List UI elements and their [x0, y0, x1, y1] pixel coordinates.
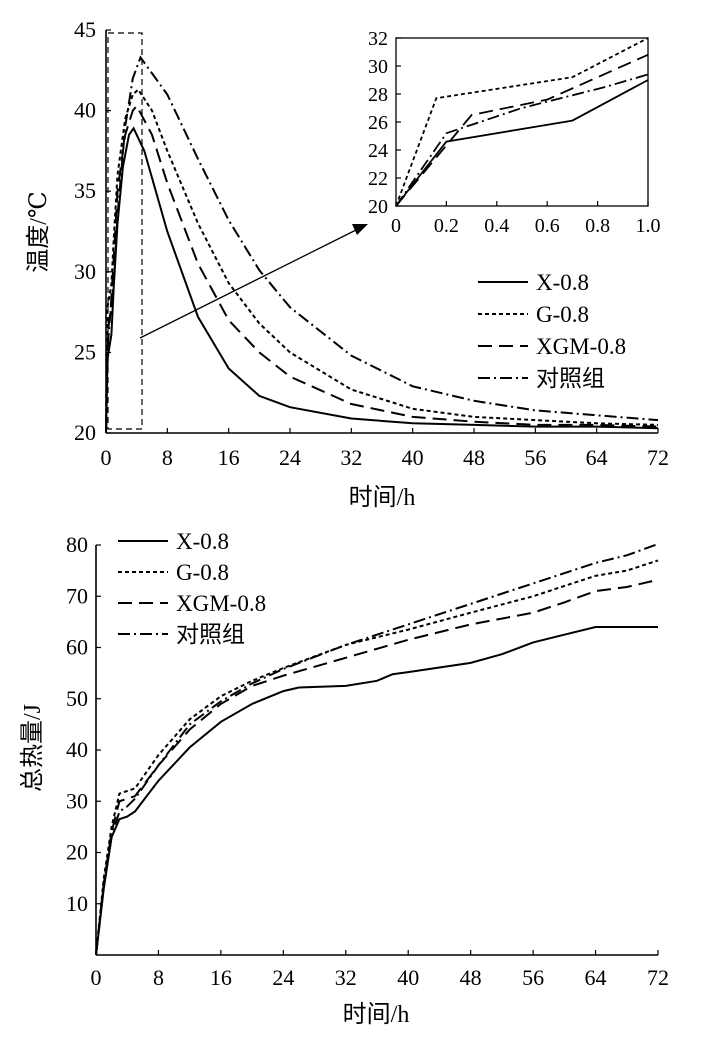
temperature-x-tick-label: 8 — [162, 445, 173, 470]
temperature-y-tick-label: 45 — [74, 17, 96, 42]
heat-x-tick-label: 0 — [91, 965, 102, 990]
temperature-y-tick-label: 40 — [74, 98, 96, 123]
heat-y-tick-label: 30 — [66, 788, 88, 813]
heat-y-tick-label: 20 — [66, 840, 88, 865]
temperature-y-axis-label: 温度/℃ — [25, 191, 52, 273]
temperature-y-tick-label: 35 — [74, 178, 96, 203]
temperature-x-axis-label: 时间/h — [349, 484, 416, 511]
zoom-region-box — [107, 32, 143, 430]
temperature-legend: X-0.8 G-0.8 XGM-0.8 对照组 — [478, 270, 626, 391]
temperature-series-xgm-0-8 — [105, 103, 659, 434]
temperature-x-tick-label: 56 — [524, 445, 546, 470]
inset-chart: 0 0.2 0.4 0.6 0.8 1.0 20 22 24 26 28 30 32 — [368, 28, 661, 237]
temperature-x-tick-label: 64 — [586, 445, 608, 470]
zoom-arrow-head — [352, 224, 368, 235]
inset-series-x-0-8 — [395, 79, 649, 207]
heat-x-tick-label: 64 — [585, 965, 607, 990]
temperature-legend-label: 对照组 — [536, 366, 605, 391]
temperature-x-tick-label: 16 — [218, 445, 240, 470]
heat-x-tick-label: 8 — [153, 965, 164, 990]
temperature-x-tick-label: 32 — [340, 445, 362, 470]
heat-x-tick-label: 16 — [210, 965, 232, 990]
heat-series-g-0-8 — [95, 559, 659, 956]
temperature-legend-label: X-0.8 — [536, 270, 589, 295]
heat-legend-label: 对照组 — [176, 622, 245, 647]
inset-series-xgm-0-8 — [395, 53, 649, 207]
temperature-legend-label: G-0.8 — [536, 302, 589, 327]
inset-x-tick-label: 0.2 — [434, 215, 459, 237]
inset-x-tick-label: 0 — [391, 215, 401, 237]
temperature-series-control — [105, 55, 659, 434]
inset-y-tick-label: 22 — [368, 168, 388, 190]
temperature-y-tick-label: 25 — [74, 339, 96, 364]
temperature-y-tick-label: 30 — [74, 259, 96, 284]
heat-x-tick-label: 32 — [335, 965, 357, 990]
inset-x-tick-label: 0.6 — [535, 215, 560, 237]
heat-legend: X-0.8 G-0.8 XGM-0.8 对照组 — [118, 529, 266, 647]
temperature-legend-label: XGM-0.8 — [536, 334, 626, 359]
heat-legend-label: X-0.8 — [176, 529, 229, 554]
inset-frame — [395, 37, 649, 207]
heat-y-tick-label: 60 — [66, 635, 88, 660]
heat-series-xgm-0-8 — [95, 578, 659, 956]
heat-x-tick-label: 40 — [397, 965, 419, 990]
heat-y-tick-label: 40 — [66, 737, 88, 762]
inset-x-tick-label: 0.8 — [585, 215, 610, 237]
heat-x-tick-label: 24 — [272, 965, 294, 990]
heat-x-tick-label: 72 — [647, 965, 669, 990]
heat-y-tick-label: 80 — [66, 532, 88, 557]
heat-legend-label: XGM-0.8 — [176, 591, 266, 616]
heat-y-tick-label: 50 — [66, 686, 88, 711]
temperature-chart: 0 8 16 24 32 40 48 56 64 72 20 25 30 35 40 45 时间/h 温度/℃… — [25, 17, 669, 511]
temperature-x-tick-label: 24 — [279, 445, 301, 470]
temperature-x-tick-label: 0 — [101, 445, 112, 470]
inset-x-tick-label: 1.0 — [636, 215, 661, 237]
heat-series-control — [95, 543, 659, 956]
inset-y-tick-label: 20 — [368, 196, 388, 218]
temperature-series-g-0-8 — [105, 88, 659, 434]
inset-y-tick-label: 32 — [368, 28, 388, 50]
inset-y-tick-label: 26 — [368, 112, 388, 134]
inset-x-tick-label: 0.4 — [484, 215, 509, 237]
inset-series-control — [395, 73, 649, 207]
inset-series-g-0-8 — [395, 37, 649, 207]
inset-y-tick-label: 30 — [368, 56, 388, 78]
heat-x-tick-label: 56 — [522, 965, 544, 990]
inset-y-tick-label: 28 — [368, 84, 388, 106]
temperature-x-tick-label: 48 — [463, 445, 485, 470]
heat-x-tick-label: 48 — [460, 965, 482, 990]
zoom-arrow — [139, 227, 361, 339]
heat-y-axis-label: 总热量/J — [19, 704, 46, 792]
heat-y-tick-label: 70 — [66, 583, 88, 608]
temperature-y-tick-label: 20 — [74, 420, 96, 445]
heat-series-x-0-8 — [95, 626, 658, 956]
temperature-x-tick-label: 40 — [402, 445, 424, 470]
inset-y-tick-label: 24 — [368, 140, 388, 162]
temperature-x-tick-label: 72 — [647, 445, 669, 470]
heat-y-tick-label: 10 — [66, 891, 88, 916]
heat-x-axis-label: 时间/h — [343, 1001, 410, 1028]
heat-legend-label: G-0.8 — [176, 560, 229, 585]
